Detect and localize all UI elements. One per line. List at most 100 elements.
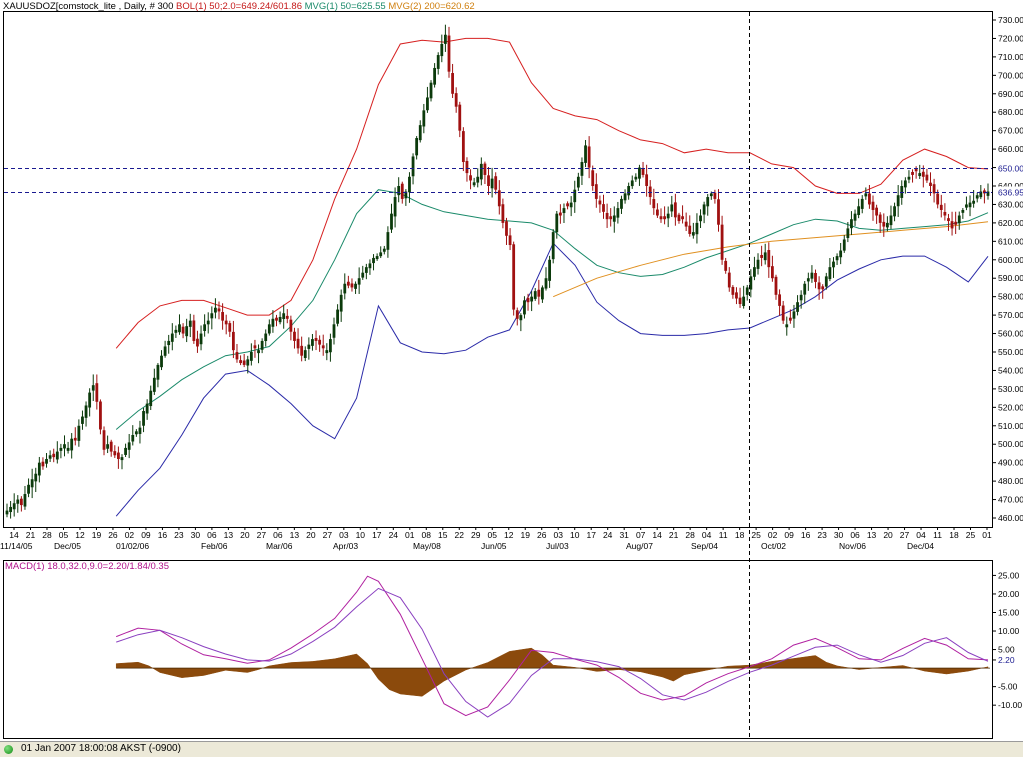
date-tick: 20 (240, 527, 250, 540)
price-tick-label: 590.00 (998, 273, 1023, 283)
price-tick-label: 690.00 (998, 89, 1023, 99)
candle (839, 242, 843, 265)
candle (336, 304, 339, 327)
candle (311, 333, 314, 351)
candle (433, 63, 437, 88)
candle (857, 198, 861, 219)
macd-tick-label: 15.00 (998, 607, 1020, 617)
macd-axis: 25.00 20.00 15.00 10.00 5.002.20 -5.00 -10.00 (992, 570, 1022, 710)
candle (12, 493, 16, 517)
date-month-label: 11/14/05 (0, 541, 33, 551)
price-tick-label: 640.00 (998, 181, 1023, 191)
date-month-label: Dec/05 (54, 541, 81, 551)
candle (566, 201, 569, 210)
candle (810, 265, 814, 283)
candle (113, 445, 117, 458)
candlesticks (5, 24, 990, 519)
candle (576, 172, 580, 191)
candle (638, 164, 641, 186)
candle (939, 194, 943, 218)
candle (770, 255, 774, 282)
price-tick-label: 670.00 (998, 126, 1023, 136)
macd-tick: 10.00 (992, 626, 1020, 636)
bol-label: BOL(1) 50;2.0=649.24/601.86 (176, 1, 302, 12)
price-tick: 730.00 (992, 15, 1023, 25)
date-tick-label: 11 (933, 530, 942, 540)
candle (814, 269, 817, 289)
date-tick-label: 25 (966, 530, 976, 540)
symbol-label: XAUUSDOZ[comstock_lite , Daily, # 300 (3, 1, 174, 12)
candle (796, 295, 799, 316)
price-tick: 710.00 (992, 52, 1023, 62)
candle (102, 426, 106, 456)
price-tick-label: 520.00 (998, 402, 1023, 412)
macd-tick: 5.00 (992, 645, 1015, 655)
price-tick: 660.00 (992, 144, 1023, 154)
date-tick: 01 (982, 527, 992, 540)
date-tick: 09 (784, 527, 794, 540)
price-tick: 680.00 (992, 107, 1023, 117)
candle (555, 210, 559, 239)
date-tick-label: 20 (240, 530, 250, 540)
price-tick: 490.00 (992, 458, 1023, 468)
candle (361, 265, 365, 280)
candle (152, 368, 156, 395)
date-tick-label: 14 (652, 530, 662, 540)
candle (116, 446, 120, 469)
date-tick: 29 (471, 527, 481, 540)
price-tick-label: 500.00 (998, 439, 1023, 449)
date-tick-label: 09 (141, 530, 151, 540)
candle (440, 34, 444, 63)
candle (526, 293, 530, 311)
date-tick: 09 (141, 527, 151, 540)
price-tick: 550.00 (992, 347, 1023, 357)
date-tick-label: 23 (174, 530, 184, 540)
date-tick-label: 13 (290, 530, 300, 540)
macd-tick-label: 5.00 (998, 645, 1015, 655)
date-tick-label: 25 (751, 530, 761, 540)
date-tick: 24 (389, 527, 398, 540)
candle (868, 184, 871, 209)
candle (609, 208, 613, 227)
date-tick-label: 29 (471, 530, 481, 540)
price-axis: 730.00 720.00 710.00 700.00 690.00 680.00 670.… (992, 15, 1023, 523)
candle (52, 448, 56, 463)
candle (828, 258, 832, 282)
date-tick-label: 16 (801, 530, 811, 540)
macd-indicator (115, 575, 990, 718)
date-tick: 10 (356, 527, 365, 540)
candle (37, 456, 41, 483)
date-month-label: Nov/06 (839, 541, 866, 551)
price-tick: 570.00 (992, 310, 1023, 320)
price-tick: 620.00 (992, 218, 1023, 228)
candle (483, 161, 487, 185)
candle (677, 212, 681, 224)
date-tick: 08 (422, 527, 431, 540)
candle (289, 315, 293, 341)
candle (343, 273, 347, 300)
candle (19, 496, 23, 512)
candle (763, 243, 767, 265)
candle (149, 385, 153, 411)
price-marker: 636.95 (4, 186, 1023, 198)
candle (469, 169, 472, 190)
candle (699, 209, 702, 229)
date-month-label: Sep/04 (691, 541, 718, 551)
candle (257, 344, 260, 364)
candle (231, 320, 235, 359)
date-tick-label: 24 (603, 530, 613, 540)
date-tick: 04 (702, 527, 712, 540)
candle (670, 195, 674, 217)
candle (688, 215, 692, 237)
candle (9, 501, 12, 519)
candle (429, 80, 433, 102)
date-month-label: Mar/06 (266, 541, 293, 551)
candle (630, 175, 634, 189)
candle (404, 189, 408, 206)
candle (400, 181, 404, 204)
candle (749, 269, 753, 298)
candle (303, 346, 307, 362)
date-tick-label: 12 (75, 530, 85, 540)
candle (160, 350, 163, 371)
candle (127, 434, 131, 459)
